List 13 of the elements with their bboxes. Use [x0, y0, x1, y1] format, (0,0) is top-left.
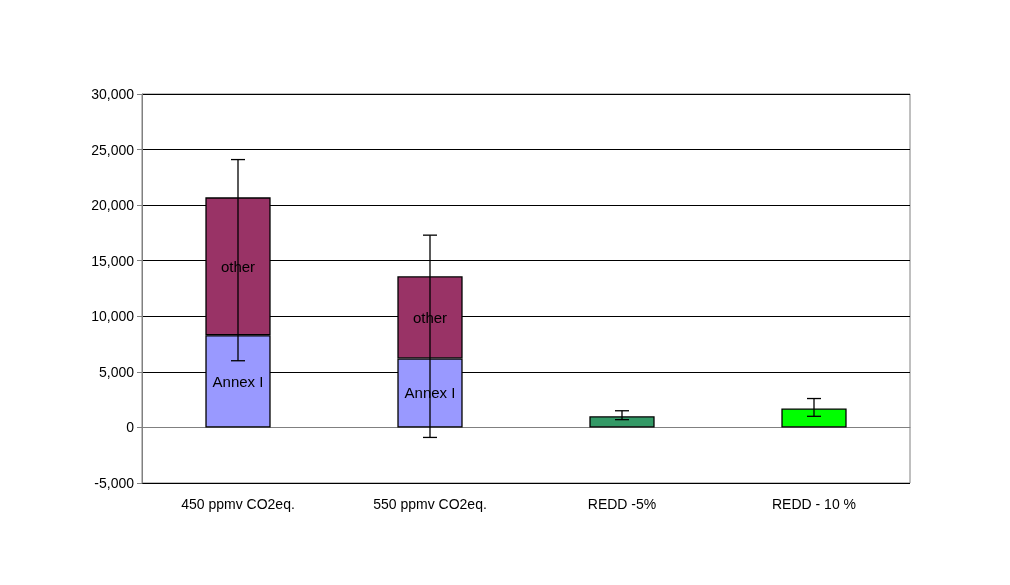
y-tick-label: 20,000: [91, 197, 135, 214]
y-tick-label: 15,000: [91, 252, 135, 269]
y-tick-label: 30,000: [91, 86, 135, 102]
x-tick-label: REDD - 10 %: [771, 496, 857, 512]
x-tick-label: REDD -5%: [587, 496, 657, 512]
y-tick-label: -5,000: [94, 475, 135, 491]
y-tick-label: 0: [126, 419, 135, 436]
series-label: Annex I: [212, 372, 264, 390]
y-tick-label: 25,000: [91, 141, 135, 158]
x-tick-label: 450 ppmv CO2eq.: [181, 496, 295, 512]
y-tick-label: 10,000: [91, 308, 135, 325]
y-tick-label: 5,000: [98, 363, 135, 380]
x-tick-label: 550 ppmv CO2eq.: [373, 496, 487, 512]
